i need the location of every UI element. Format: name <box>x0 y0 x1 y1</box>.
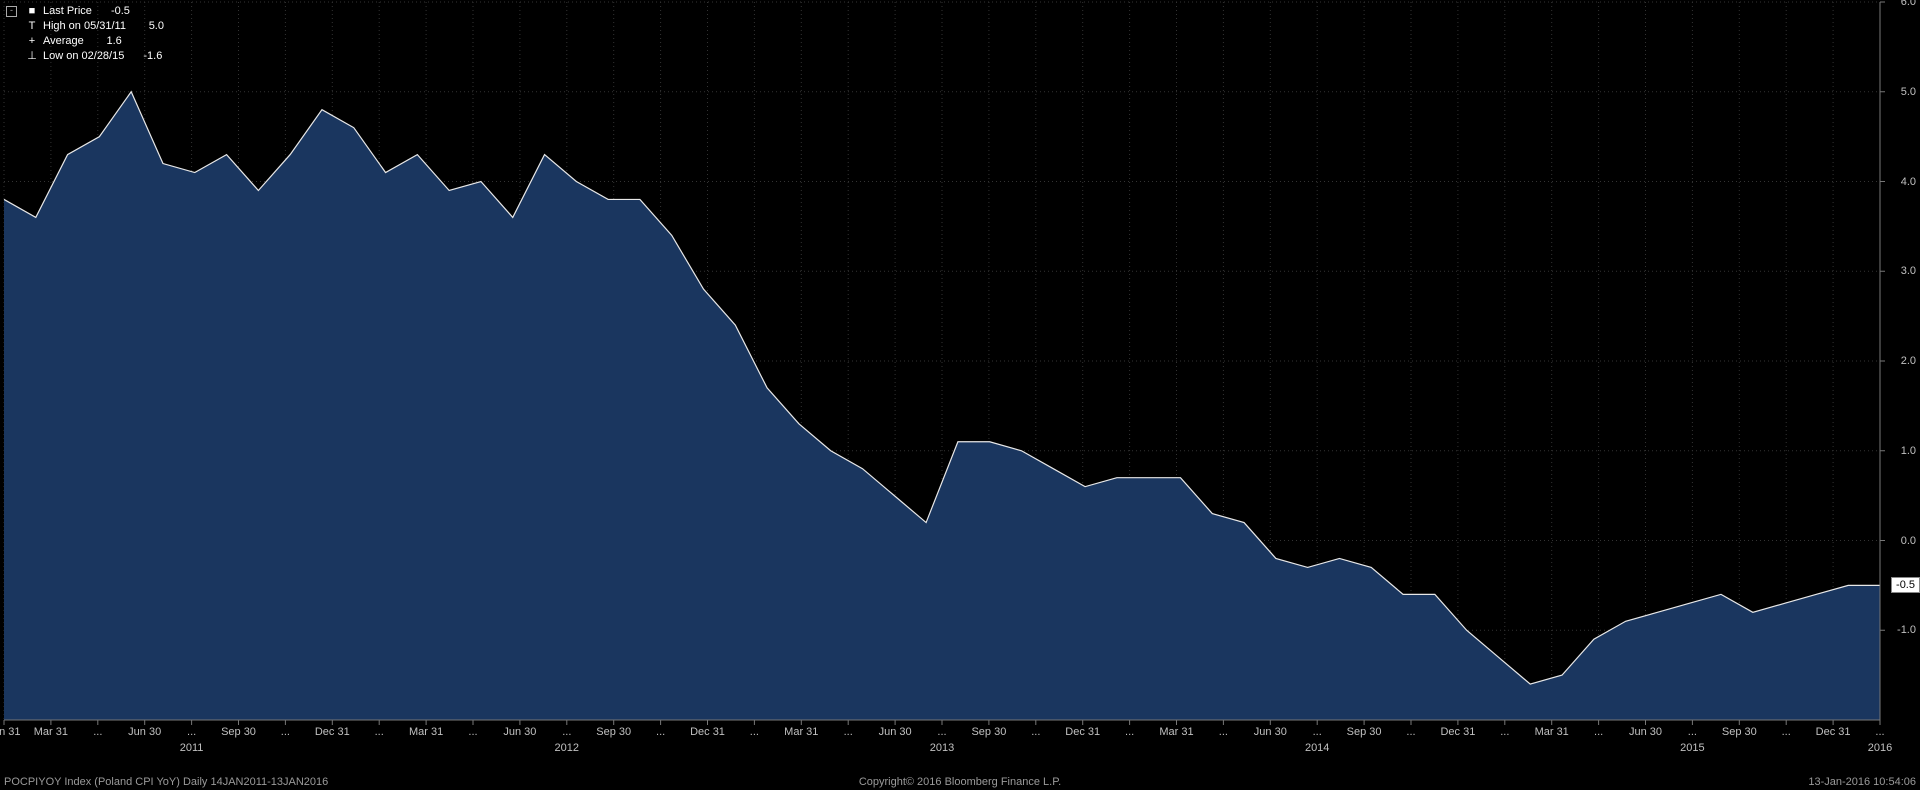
y-tick-label: 2.0 <box>1901 355 1916 367</box>
y-tick-label: 5.0 <box>1901 86 1916 98</box>
chart-legend: -■ Last Price -0.5 T High on 05/31/11 5.0 + Ave… <box>6 4 164 64</box>
x-tick-label: ... <box>187 726 196 738</box>
square-icon: ■ <box>27 4 37 19</box>
x-year-label: 2015 <box>1680 742 1704 754</box>
x-tick-label: ... <box>281 726 290 738</box>
legend-label: Average <box>43 34 84 49</box>
x-tick-label: ... <box>93 726 102 738</box>
x-tick-label: Mar 31 <box>34 726 68 738</box>
x-tick-label: Jun 30 <box>1629 726 1662 738</box>
x-year-label: 2011 <box>180 742 204 754</box>
x-tick-label: ... <box>1594 726 1603 738</box>
legend-value: -1.6 <box>134 49 162 64</box>
x-tick-label: ... <box>1782 726 1791 738</box>
legend-row: T High on 05/31/11 5.0 <box>6 19 164 34</box>
x-tick-label: Jun 30 <box>128 726 161 738</box>
last-price-flag: -0.5 <box>1891 577 1920 593</box>
price-area-chart <box>0 0 1920 790</box>
x-tick-label: ... <box>1875 726 1884 738</box>
x-tick-label: ... <box>1031 726 1040 738</box>
legend-collapse-icon[interactable]: - <box>6 6 17 17</box>
x-tick-label: ... <box>750 726 759 738</box>
x-tick-label: Jun 30 <box>879 726 912 738</box>
x-tick-label: Jun 30 <box>503 726 536 738</box>
x-tick-label: Mar 31 <box>409 726 443 738</box>
high-icon: T <box>27 19 37 34</box>
legend-label: Last Price <box>43 4 92 19</box>
x-year-label: 2012 <box>555 742 579 754</box>
legend-value: 1.6 <box>94 34 122 49</box>
y-tick-label: 0.0 <box>1901 535 1916 547</box>
legend-value: 5.0 <box>136 19 164 34</box>
x-tick-label: Dec 31 <box>690 726 725 738</box>
x-tick-label: ... <box>844 726 853 738</box>
bloomberg-chart-root: -■ Last Price -0.5 T High on 05/31/11 5.0 + Ave… <box>0 0 1920 790</box>
legend-label: Low on 02/28/15 <box>43 49 124 64</box>
footer-index-description: POCPIYOY Index (Poland CPI YoY) Daily 14… <box>4 776 328 788</box>
x-tick-label: ... <box>656 726 665 738</box>
y-tick-label: 4.0 <box>1901 176 1916 188</box>
y-tick-label: -1.0 <box>1897 624 1916 636</box>
footer-copyright: Copyright© 2016 Bloomberg Finance L.P. <box>859 776 1061 788</box>
average-icon: + <box>27 34 37 49</box>
x-tick-label: ... <box>1313 726 1322 738</box>
x-tick-label: Sep 30 <box>971 726 1006 738</box>
x-tick-label: ... <box>1125 726 1134 738</box>
x-tick-label: ... <box>1688 726 1697 738</box>
x-tick-label: ... <box>562 726 571 738</box>
x-tick-label: Sep 30 <box>596 726 631 738</box>
x-tick-label: Mar 31 <box>784 726 818 738</box>
x-tick-label: Dec 31 <box>1065 726 1100 738</box>
x-tick-label: Dec 31 <box>315 726 350 738</box>
legend-value: -0.5 <box>102 4 130 19</box>
x-tick-label: ... <box>1219 726 1228 738</box>
y-tick-label: 1.0 <box>1901 445 1916 457</box>
x-tick-label: Mar 31 <box>1535 726 1569 738</box>
x-year-label: 2016 <box>1868 742 1892 754</box>
low-icon: ⊥ <box>27 49 37 64</box>
legend-row: -■ Last Price -0.5 <box>6 4 164 19</box>
footer-timestamp: 13-Jan-2016 10:54:06 <box>1808 776 1916 788</box>
y-tick-label: 6.0 <box>1901 0 1916 8</box>
x-tick-label: Sep 30 <box>221 726 256 738</box>
x-tick-label: Mar 31 <box>1159 726 1193 738</box>
x-tick-label: Jan 31 <box>0 726 21 738</box>
x-tick-label: Jun 30 <box>1254 726 1287 738</box>
x-tick-label: ... <box>468 726 477 738</box>
x-tick-label: Sep 30 <box>1722 726 1757 738</box>
x-tick-label: ... <box>1406 726 1415 738</box>
x-year-label: 2013 <box>930 742 954 754</box>
x-tick-label: ... <box>937 726 946 738</box>
x-year-label: 2014 <box>1305 742 1329 754</box>
legend-row: ⊥ Low on 02/28/15 -1.6 <box>6 49 164 64</box>
x-tick-label: ... <box>375 726 384 738</box>
legend-label: High on 05/31/11 <box>43 19 126 34</box>
y-tick-label: 3.0 <box>1901 265 1916 277</box>
legend-row: + Average 1.6 <box>6 34 164 49</box>
x-tick-label: Dec 31 <box>1816 726 1851 738</box>
x-tick-label: ... <box>1500 726 1509 738</box>
x-tick-label: Dec 31 <box>1440 726 1475 738</box>
x-tick-label: Sep 30 <box>1347 726 1382 738</box>
